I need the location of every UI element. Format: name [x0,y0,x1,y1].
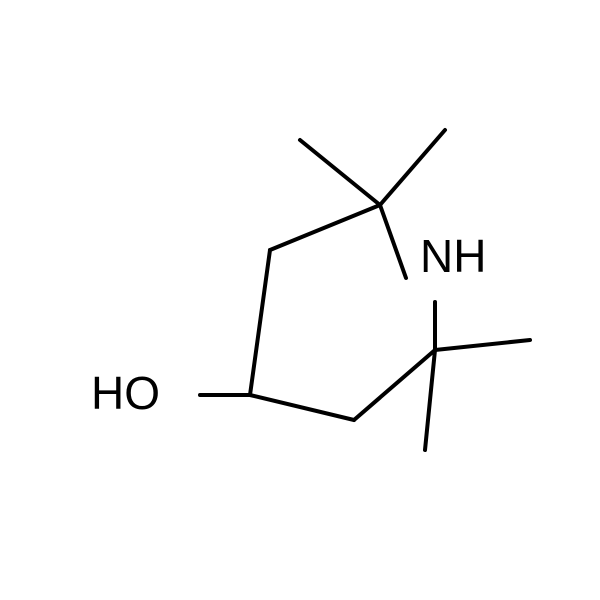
atom-label-n1: NH [420,230,486,282]
bond [300,140,380,205]
bond [425,350,435,450]
bond [250,395,354,420]
bond [435,340,530,350]
bond [354,350,435,420]
bond [270,205,380,250]
molecule-diagram: NH HO [0,0,600,600]
bond [380,130,445,205]
bond [380,205,406,278]
atom-label-oh: HO [91,367,160,419]
bond [250,250,270,395]
